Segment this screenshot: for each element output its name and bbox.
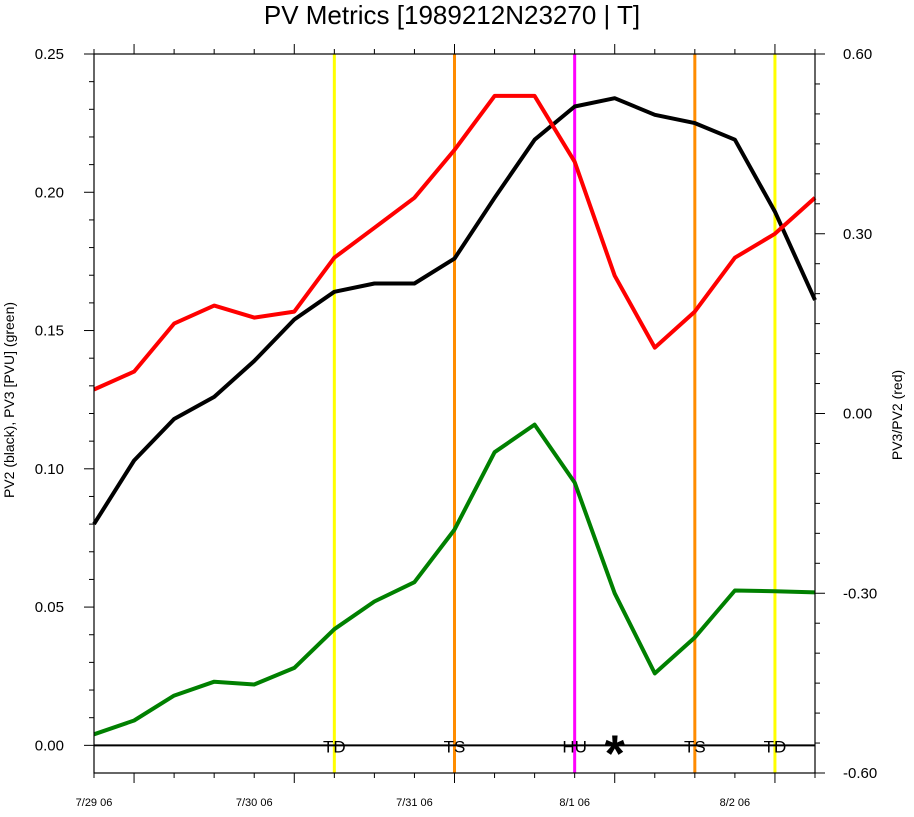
y-left-tick-label: 0.05 — [35, 599, 64, 616]
x-tick-label: 7/30 06 — [236, 797, 273, 809]
y-axis-label-right: PV3/PV2 (red) — [889, 370, 905, 460]
y-left-tick-label: 0.00 — [35, 737, 64, 754]
y-left-tick-label: 0.20 — [35, 184, 64, 201]
y-right-tick-label: 0.60 — [843, 46, 872, 63]
stage-label-ts-1: TS — [444, 737, 466, 756]
y-axis-label-left: PV2 (black), PV3 [PVU] (green) — [1, 302, 17, 498]
current-time-marker: * — [605, 725, 626, 783]
x-tick-label: 7/29 06 — [76, 797, 113, 809]
stage-label-hu-2: HU — [562, 737, 587, 756]
series-lines — [92, 93, 817, 737]
stage-labels: TD TS HU TS TD * — [323, 725, 786, 783]
y-right-tick-label: 0.00 — [843, 406, 872, 423]
y-left-tick-label: 0.15 — [35, 323, 64, 340]
x-axis: 7/29 06 7/30 06 7/31 06 8/1 06 8/2 06 — [76, 44, 816, 809]
left-y-axis: 0.00 0.05 0.10 0.15 0.20 0.25 — [35, 46, 94, 754]
stage-lines — [332, 54, 777, 773]
y-left-tick-label: 0.10 — [35, 461, 64, 478]
x-tick-label: 8/2 06 — [720, 797, 751, 809]
y-left-tick-label: 0.25 — [35, 46, 64, 63]
y-right-tick-label: 0.30 — [843, 226, 872, 243]
x-tick-label: 8/1 06 — [559, 797, 590, 809]
right-y-axis: -0.60 -0.30 0.00 0.30 0.60 — [815, 46, 877, 782]
stage-label-td-0: TD — [323, 737, 346, 756]
stage-label-ts-3: TS — [684, 737, 706, 756]
y-right-tick-label: -0.60 — [843, 765, 877, 782]
series-line-0 — [92, 96, 817, 526]
series-line-1 — [93, 422, 816, 737]
stage-label-td-4: TD — [764, 737, 787, 756]
y-right-tick-label: -0.30 — [843, 585, 877, 602]
chart-title: PV Metrics [1989212N23270 | T] — [264, 0, 640, 30]
x-tick-label: 7/31 06 — [396, 797, 433, 809]
series-line-2 — [93, 93, 817, 392]
